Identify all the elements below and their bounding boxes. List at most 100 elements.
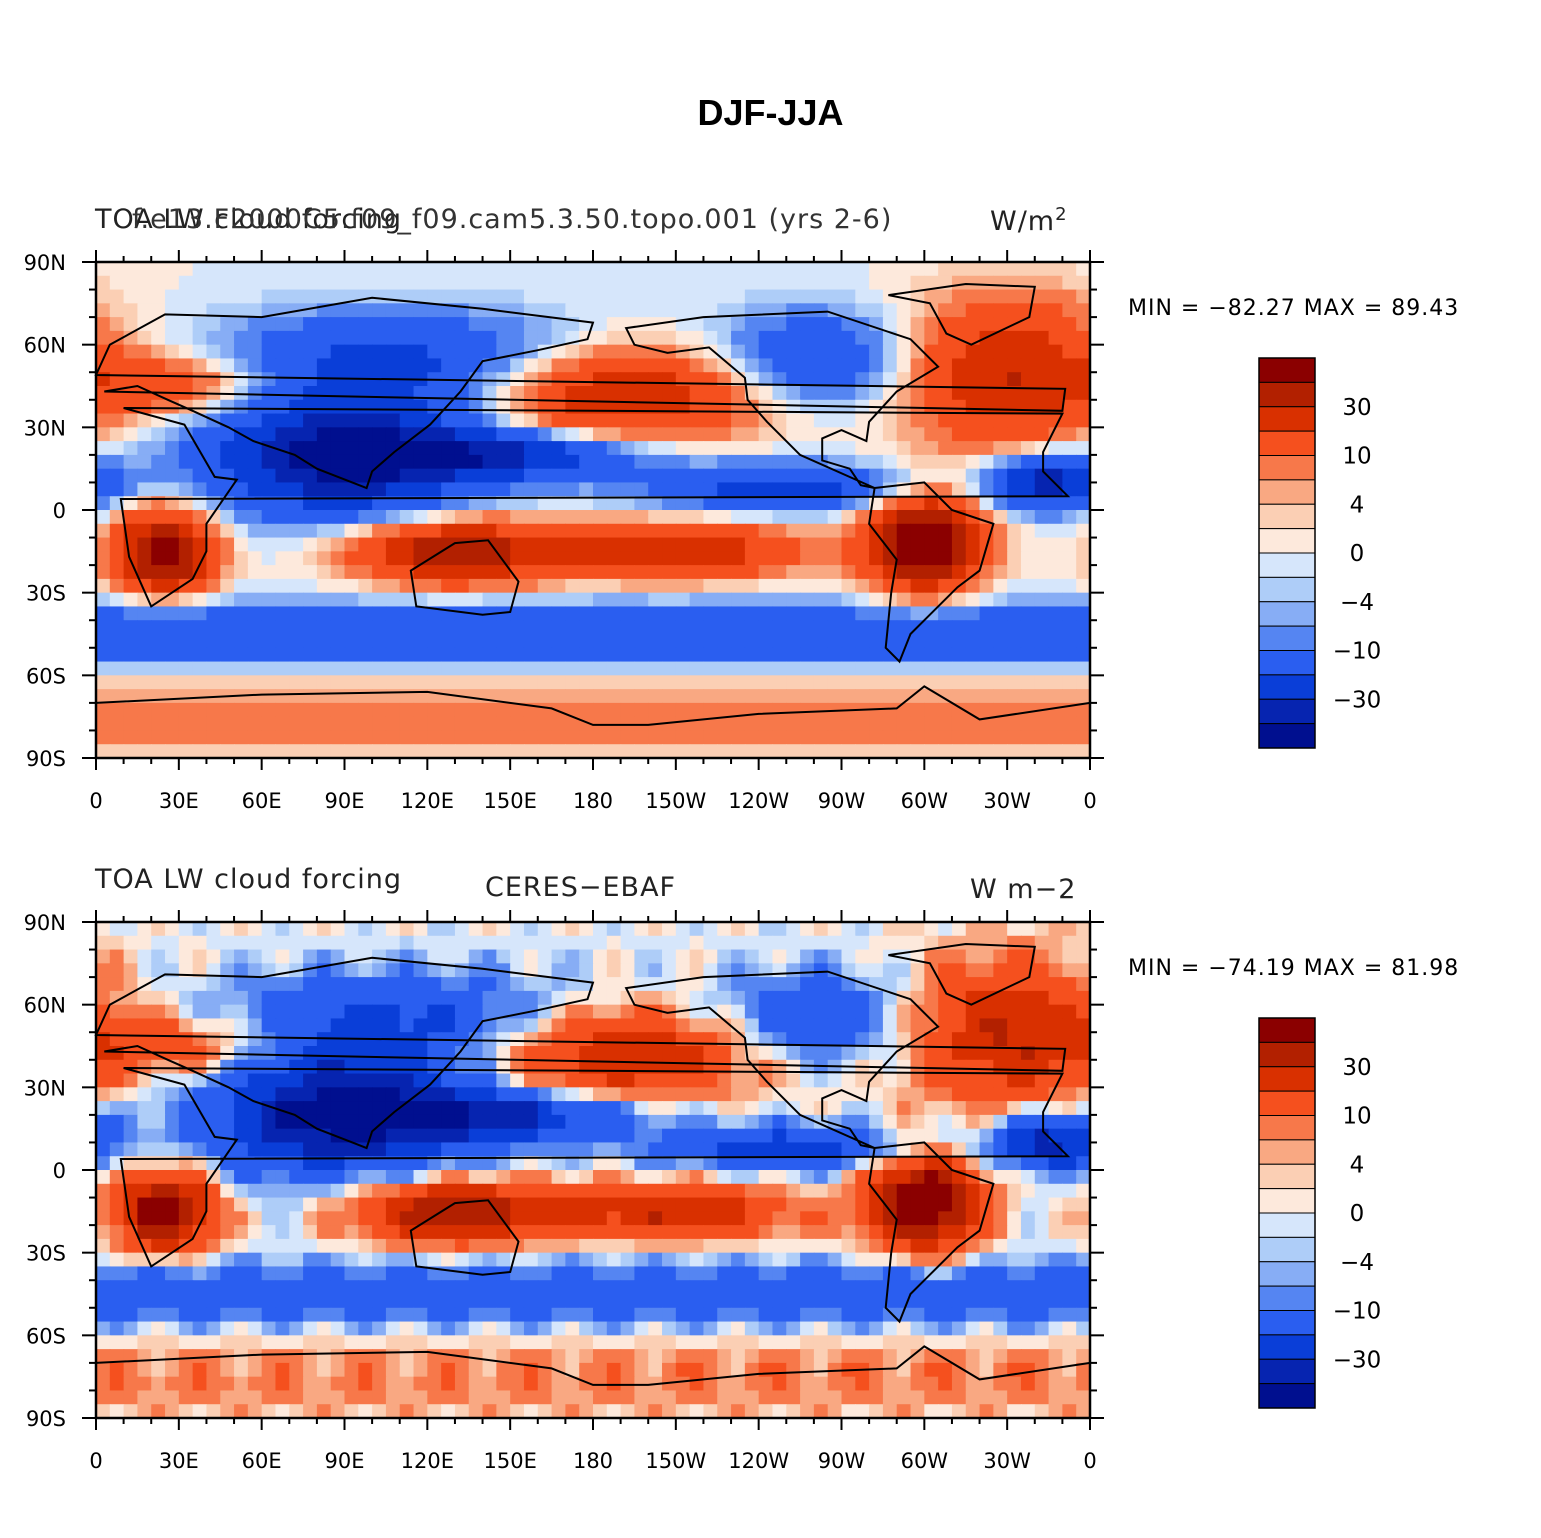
field-cell [537, 454, 553, 470]
field-cell [744, 1018, 760, 1033]
field-cell [192, 990, 208, 1006]
field-cell [330, 1170, 346, 1185]
field-cell [634, 537, 649, 552]
field-cell [247, 689, 263, 704]
colorbar-label: 4 [1350, 492, 1365, 518]
field-cell [261, 1252, 277, 1268]
field-cell [220, 935, 235, 951]
field-cell [689, 275, 705, 291]
field-cell [565, 1087, 580, 1102]
field-cell [206, 1170, 221, 1185]
field-cell [427, 1183, 442, 1199]
field-cell [441, 592, 456, 608]
field-cell [261, 413, 277, 428]
field-cell [372, 317, 387, 332]
field-cell [1062, 330, 1077, 346]
field-cell [510, 1307, 525, 1323]
field-cell [137, 262, 152, 277]
field-cell [579, 922, 594, 937]
field-cell [689, 1197, 705, 1212]
field-cell [109, 620, 125, 635]
field-cell [178, 454, 194, 470]
field-cell [717, 1128, 732, 1144]
field-cell [220, 716, 235, 732]
field-cell [675, 1266, 691, 1281]
field-cell [330, 537, 346, 552]
field-cell [800, 730, 815, 745]
field-cell [1076, 510, 1091, 525]
field-cell [634, 565, 649, 580]
field-cell [151, 730, 166, 745]
field-cell [758, 275, 774, 291]
field-cell [841, 496, 856, 511]
field-cell [413, 303, 428, 318]
field-cell [385, 935, 401, 951]
field-cell [413, 1183, 428, 1199]
field-cell [648, 935, 663, 951]
field-cell [454, 716, 470, 732]
field-cell [1076, 482, 1091, 497]
field-cell [662, 1197, 677, 1212]
field-cell [123, 427, 139, 442]
field-cell [151, 1238, 166, 1254]
field-cell [441, 523, 456, 539]
field-cell [703, 1335, 718, 1350]
field-cell [358, 1321, 373, 1336]
field-cell [1062, 935, 1077, 951]
field-cell [869, 922, 884, 937]
field-cell [979, 647, 994, 663]
field-cell [482, 716, 497, 732]
field-cell [979, 1211, 994, 1226]
field-cell [1048, 1059, 1063, 1075]
field-cell [385, 578, 401, 594]
field-cell [606, 1211, 622, 1226]
field-cell [1048, 1101, 1063, 1116]
field-cell [178, 620, 194, 635]
field-cell [496, 1046, 511, 1061]
field-cell [965, 262, 981, 277]
field-cell [924, 510, 939, 525]
field-cell [441, 358, 456, 373]
field-cell [1034, 1156, 1050, 1171]
field-cell [316, 1156, 332, 1171]
field-cell [717, 468, 732, 484]
field-cell [965, 949, 981, 964]
field-cell [1007, 1183, 1022, 1199]
field-cell [468, 702, 484, 718]
field-cell [289, 592, 304, 608]
field-cell [372, 689, 387, 704]
field-cell [993, 1307, 1008, 1323]
field-cell [1048, 730, 1063, 745]
field-cell [869, 675, 884, 690]
field-cell [523, 1211, 539, 1226]
field-cell [648, 1183, 663, 1199]
field-cell [827, 1004, 843, 1020]
field-cell [731, 949, 746, 964]
field-cell [206, 344, 221, 360]
field-cell [123, 949, 139, 964]
field-cell [1062, 1059, 1077, 1075]
field-cell [275, 482, 290, 497]
field-cell [385, 289, 401, 304]
field-cell [468, 1211, 484, 1226]
field-cell [717, 716, 732, 732]
field-cell [303, 1170, 318, 1185]
field-cell [413, 1307, 428, 1323]
field-cell [869, 716, 884, 732]
field-cell [510, 454, 525, 470]
field-cell [289, 1238, 304, 1254]
field-cell [620, 275, 636, 291]
field-cell [1062, 1266, 1077, 1281]
field-cell [896, 634, 912, 649]
field-cell [579, 330, 594, 346]
field-cell [938, 1307, 953, 1323]
field-cell [523, 399, 539, 415]
field-cell [454, 1335, 470, 1350]
field-cell [896, 675, 912, 690]
field-cell [855, 990, 870, 1006]
field-cell [882, 606, 898, 621]
field-cell [1007, 661, 1022, 676]
field-cell [151, 647, 166, 663]
field-cell [178, 592, 194, 608]
field-cell [482, 592, 497, 608]
